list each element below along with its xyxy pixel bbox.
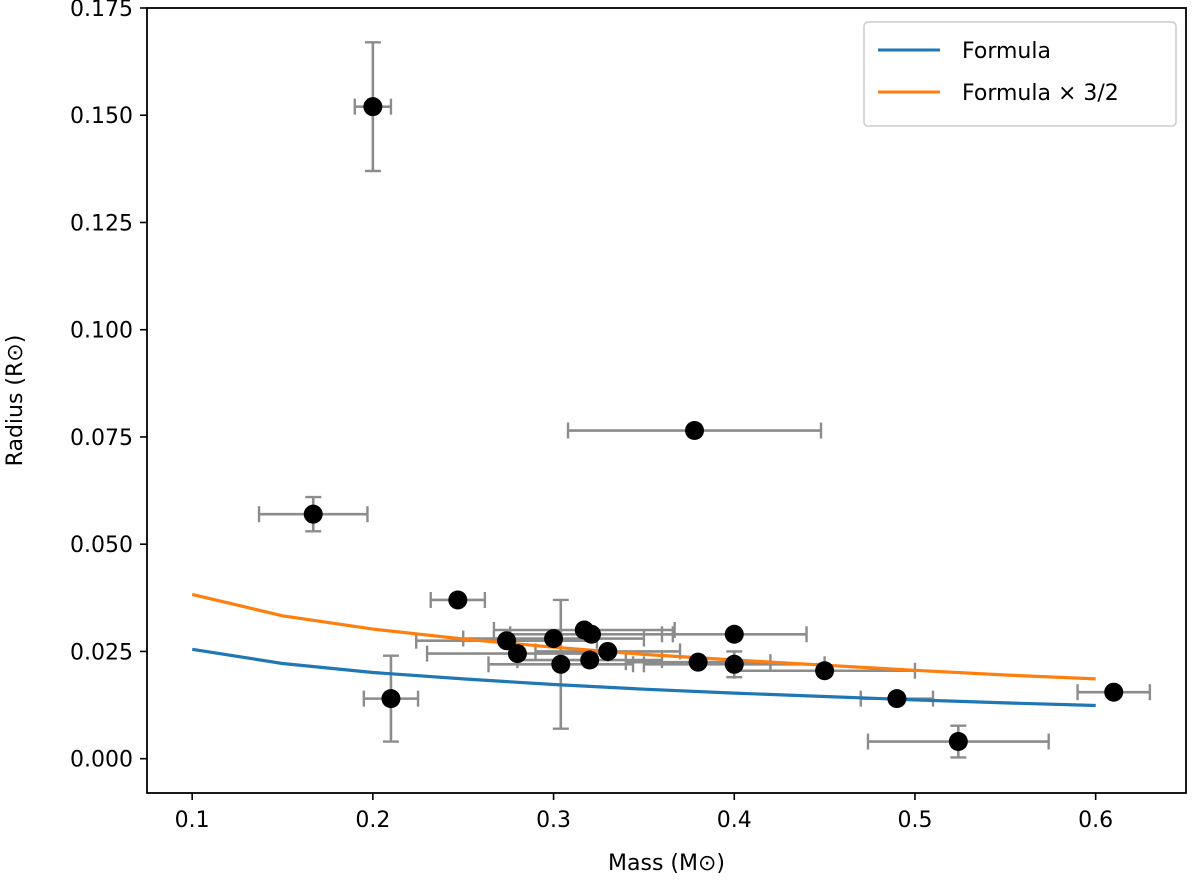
y-axis-ticks: 0.000 0.025 0.050 0.075 0.100 0.125 0.150 0.175 <box>70 0 147 773</box>
x-tick-label: 0.4 <box>717 808 752 833</box>
data-point <box>544 629 564 649</box>
y-tick-label: 0.025 <box>70 640 133 665</box>
data-point <box>381 689 401 709</box>
legend-box <box>863 21 1177 127</box>
data-point <box>497 631 517 651</box>
x-tick-label: 0.2 <box>355 808 390 833</box>
legend: Formula Formula × 3/2 <box>863 21 1177 127</box>
data-point <box>1104 682 1124 702</box>
data-point <box>448 590 468 610</box>
legend-label-formula: Formula <box>962 39 1051 64</box>
y-tick-label: 0.075 <box>70 426 133 451</box>
y-tick-label: 0.175 <box>70 0 133 22</box>
formula-line <box>191 647 1096 708</box>
data-point <box>887 689 907 709</box>
y-tick-label: 0.050 <box>70 533 133 558</box>
x-axis-label: Mass (M⊙) <box>608 851 725 876</box>
data-point <box>685 421 705 441</box>
x-tick-label: 0.5 <box>897 808 932 833</box>
x-tick-label: 0.1 <box>175 808 210 833</box>
y-tick-label: 0.100 <box>70 319 133 344</box>
data-point <box>948 732 968 752</box>
x-axis-ticks: 0.1 0.2 0.3 0.4 0.5 0.6 <box>175 793 1113 833</box>
data-point <box>580 650 600 670</box>
plot-frame <box>146 7 1187 794</box>
formula-lines <box>191 592 1096 708</box>
data-point <box>551 654 571 674</box>
y-tick-label: 0.000 <box>70 748 133 773</box>
data-points <box>303 97 1124 752</box>
x-tick-label: 0.6 <box>1078 808 1113 833</box>
data-point <box>724 624 744 644</box>
data-point <box>363 97 383 117</box>
data-point <box>303 504 323 524</box>
data-point <box>598 641 618 661</box>
data-point <box>582 624 602 644</box>
y-tick-label: 0.125 <box>70 211 133 236</box>
data-point <box>815 661 835 681</box>
x-tick-label: 0.3 <box>536 808 571 833</box>
data-point <box>724 654 744 674</box>
data-point <box>688 652 708 672</box>
data-point <box>507 644 527 664</box>
legend-label-formula-scaled: Formula × 3/2 <box>962 81 1119 106</box>
formula-scaled-line <box>191 592 1096 681</box>
y-axis-label: Radius (R⊙) <box>3 335 28 467</box>
y-tick-label: 0.150 <box>70 104 133 129</box>
